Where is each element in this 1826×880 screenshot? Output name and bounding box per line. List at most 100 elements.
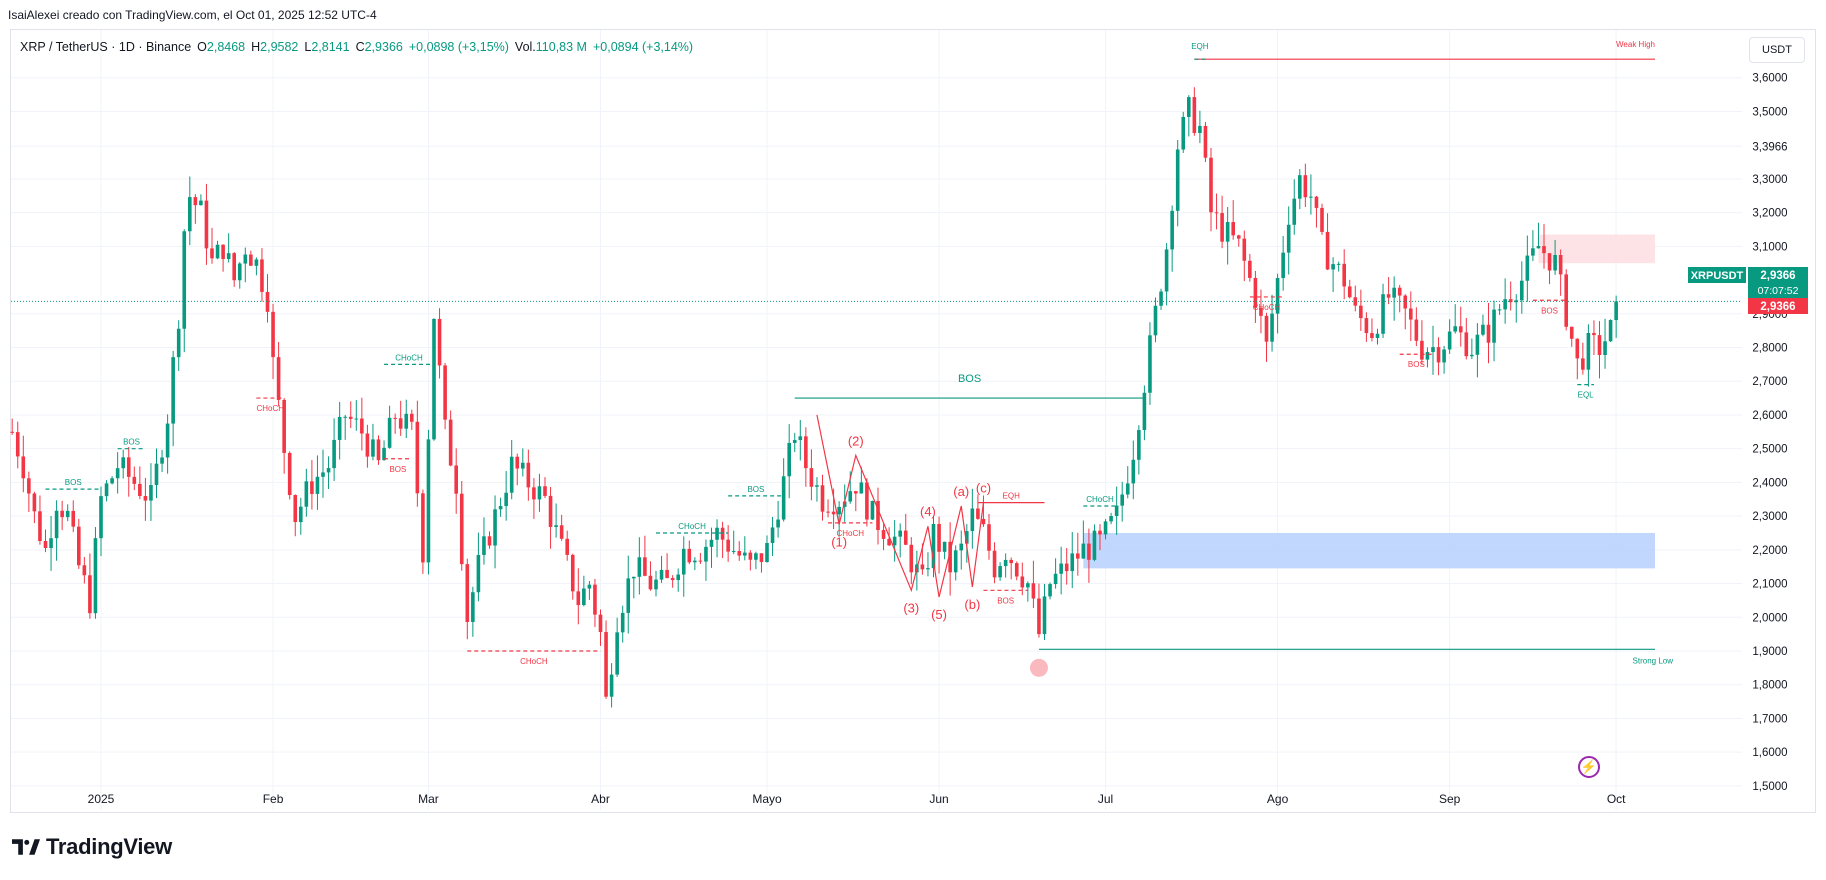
candle-body <box>1564 274 1568 327</box>
candle-body <box>654 579 658 590</box>
symbol-legend[interactable]: XRP / TetherUS · 1D · Binance O2,8468 H2… <box>20 40 693 54</box>
candle-body <box>865 482 869 520</box>
candle-body <box>1475 334 1480 355</box>
candle-body <box>526 462 531 488</box>
candle-body <box>1031 583 1036 599</box>
candle-body <box>304 481 309 507</box>
candle-body <box>926 568 930 570</box>
y-axis-tick-label: 3,2000 <box>1752 208 1787 220</box>
candle-body <box>953 550 958 573</box>
candle-body <box>737 551 742 556</box>
candle-body <box>276 357 281 400</box>
candle-body <box>1064 563 1069 572</box>
open-label: O <box>197 40 207 54</box>
candle-body <box>1164 249 1169 292</box>
y-axis-tick-label: 3,3000 <box>1752 174 1787 186</box>
candle-body <box>88 575 92 614</box>
candle-body <box>99 496 103 539</box>
eqh-top-label: EQH <box>1191 42 1209 51</box>
candle-body <box>1608 320 1613 342</box>
supply-zone <box>1538 234 1655 264</box>
candle-body <box>1220 213 1224 242</box>
candle-body <box>487 536 492 546</box>
elliott-wave-label: (b) <box>964 597 980 612</box>
candle-body <box>1464 332 1469 357</box>
candle-body <box>1458 326 1463 333</box>
candle-body <box>1436 347 1441 363</box>
candle-body <box>804 436 808 469</box>
price-badge <box>1748 267 1808 298</box>
candle-body <box>1198 125 1202 133</box>
candle-body <box>1114 505 1119 516</box>
candle-body <box>104 483 109 497</box>
candle-body <box>121 457 125 469</box>
tradingview-logo-icon <box>12 839 40 855</box>
candle-body <box>404 413 409 429</box>
candle-body <box>1253 277 1258 308</box>
candle-body <box>249 254 253 266</box>
bos-jan-label: BOS <box>65 478 82 487</box>
candle-body <box>204 200 209 249</box>
candle-body <box>15 432 20 457</box>
candle-body <box>1181 116 1186 150</box>
candle-body <box>1581 358 1585 370</box>
low-label: L <box>304 40 312 54</box>
candle-body <box>1531 248 1535 256</box>
x-axis-tick-label: Abr <box>591 792 610 806</box>
candle-body <box>659 569 664 580</box>
candle-body <box>226 253 231 260</box>
elliott-wave-label: (1) <box>831 535 847 550</box>
lightning-icon[interactable]: ⚡ <box>1578 756 1600 778</box>
candle-body <box>1109 515 1113 522</box>
currency-button[interactable]: USDT <box>1749 37 1805 63</box>
candle-body <box>1364 318 1369 334</box>
elliott-wave-label: (3) <box>903 600 919 615</box>
candle-body <box>93 538 98 614</box>
candle-body <box>1514 300 1519 303</box>
candle-body <box>632 576 636 579</box>
candle-body <box>1259 307 1263 316</box>
candle-body <box>237 263 242 281</box>
choch-jan-label: CHoCH <box>256 404 284 413</box>
candle-body <box>1442 349 1446 363</box>
candle-body <box>421 493 425 563</box>
candle-body <box>188 197 192 232</box>
candle-body <box>537 486 542 500</box>
y-axis-tick-label: 3,1000 <box>1752 241 1787 253</box>
y-axis-tick-label: 1,7000 <box>1752 713 1787 725</box>
candle-body <box>1431 347 1435 353</box>
candle-body <box>1425 352 1430 360</box>
candle-body <box>1009 559 1013 564</box>
candle-body <box>1187 97 1191 117</box>
candle-body <box>376 439 381 461</box>
x-axis-tick-label: Mar <box>418 792 439 806</box>
bos-aug-label: BOS <box>1408 360 1425 369</box>
price-badge-value: 2,9366 <box>1760 270 1795 282</box>
bos-major-line-label: BOS <box>958 373 981 385</box>
elliott-wave-label: (2) <box>848 433 864 448</box>
candle-body <box>1409 308 1413 320</box>
symbol-title[interactable]: XRP / TetherUS · 1D · Binance <box>20 40 192 54</box>
candle-body <box>809 468 814 487</box>
candle-body <box>126 457 131 477</box>
choch-feb-label: CHoCH <box>395 353 423 362</box>
candle-body <box>731 551 736 553</box>
candle-body <box>965 531 969 544</box>
x-axis-tick-label: Jul <box>1098 792 1113 806</box>
candle-body <box>1575 338 1580 359</box>
candle-body <box>1453 326 1457 332</box>
candle-body <box>432 318 436 440</box>
candle-body <box>1325 231 1330 270</box>
tradingview-logo[interactable]: TradingView <box>12 834 172 860</box>
candle-body <box>698 560 703 562</box>
eqh-jun-label: EQH <box>1003 492 1021 501</box>
candle-body <box>132 476 137 484</box>
candle-body <box>1558 254 1563 275</box>
candle-body <box>1336 263 1341 265</box>
candle-body <box>604 632 608 697</box>
candle-body <box>1553 254 1557 271</box>
candle-body <box>65 510 70 518</box>
candle-body <box>898 530 902 537</box>
candle-body <box>781 476 786 520</box>
